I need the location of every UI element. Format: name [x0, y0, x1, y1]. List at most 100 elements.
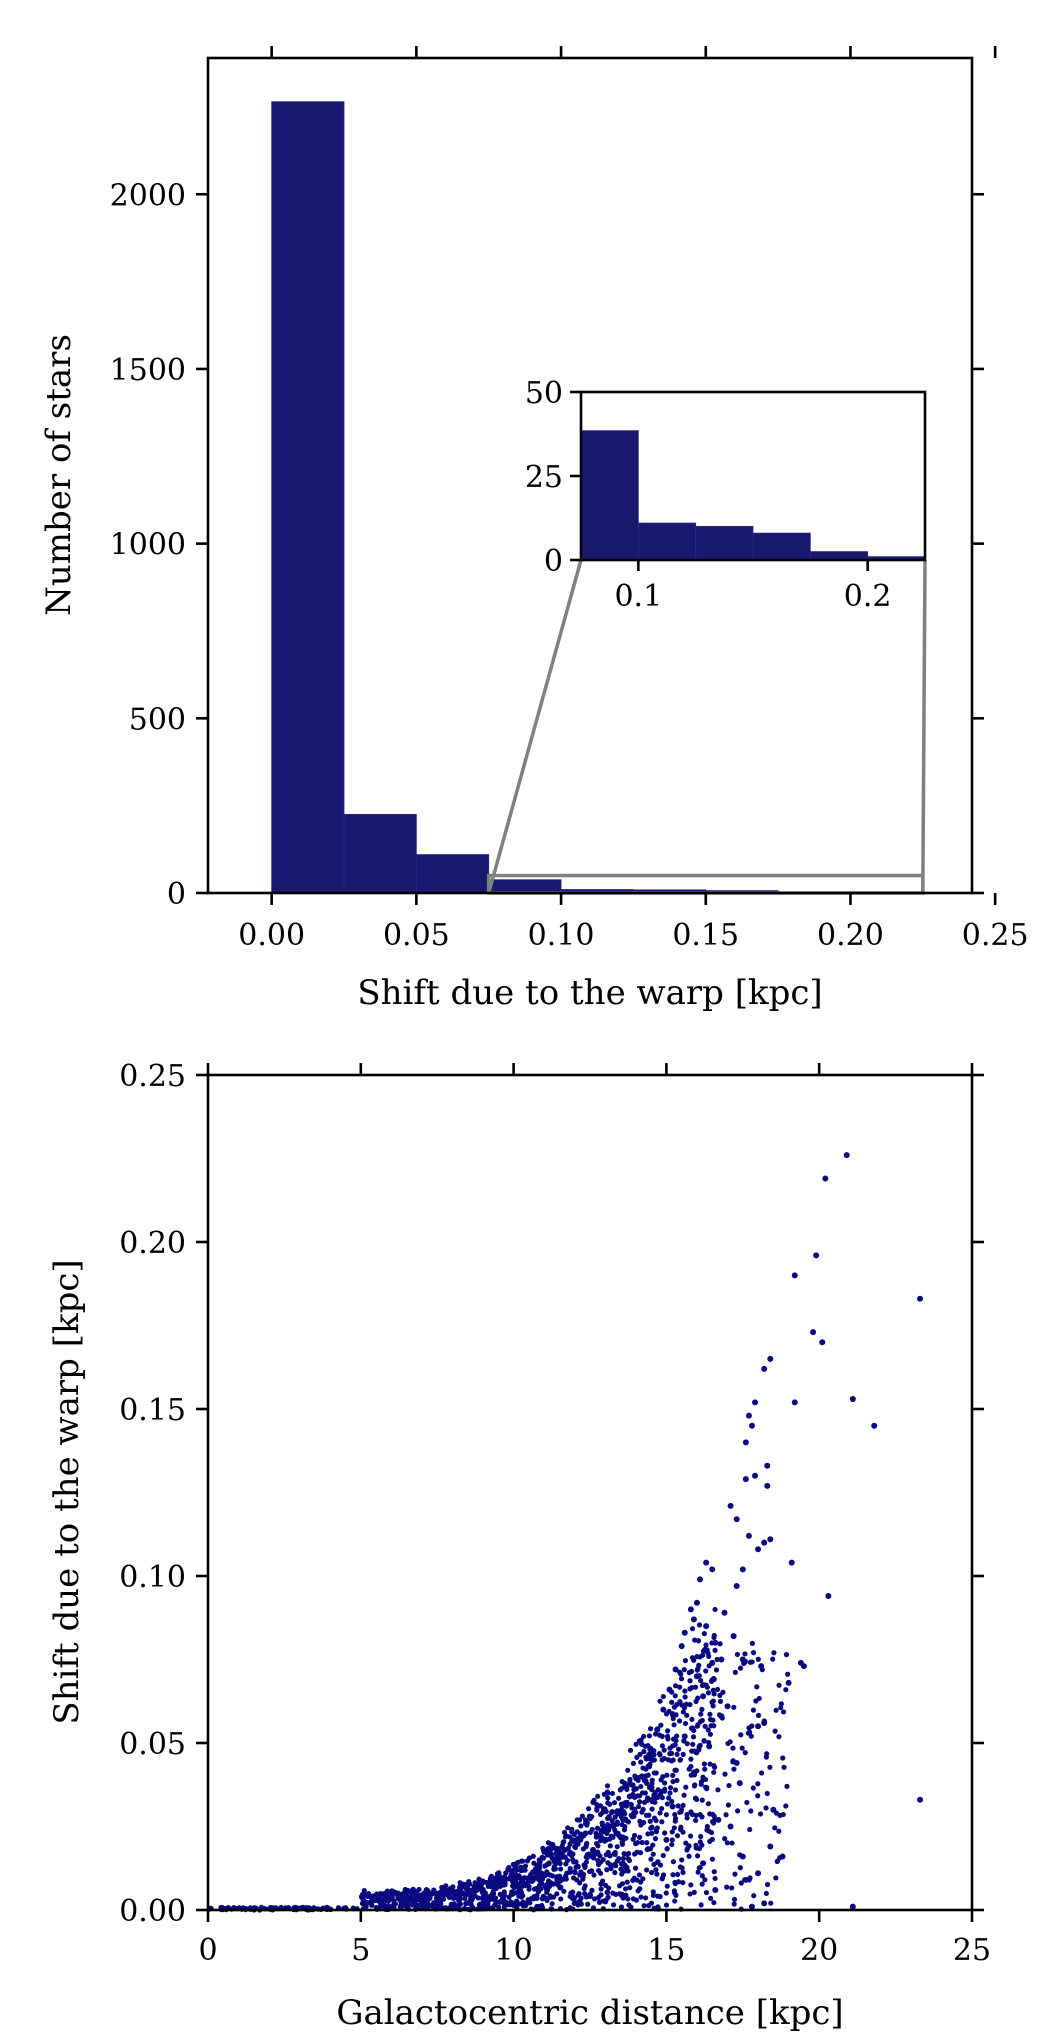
scatter-point [659, 1743, 665, 1749]
scatter-point [625, 1896, 631, 1902]
scatter-point [822, 1175, 829, 1182]
scatter-point [551, 1894, 557, 1900]
scatter-point [672, 1742, 678, 1748]
scatter-point [633, 1786, 639, 1792]
scatter-point [587, 1892, 594, 1898]
scatter-point [763, 1805, 769, 1811]
scatter-point [636, 1738, 642, 1744]
scatter-point [696, 1673, 702, 1679]
scatter-point [704, 1827, 710, 1833]
scatter-point [548, 1846, 554, 1852]
scatter-point [750, 1650, 757, 1656]
scatter-point [622, 1886, 629, 1892]
x-tick-label: 0.15 [672, 918, 739, 953]
scatter-point [490, 1880, 496, 1887]
scatter-point [602, 1899, 609, 1905]
scatter-point [788, 1559, 795, 1566]
scatter-point [702, 1877, 708, 1883]
scatter-point [598, 1892, 604, 1898]
scatter-point [730, 1633, 737, 1640]
scatter-point [292, 1904, 298, 1910]
scatter-point [708, 1723, 714, 1729]
zoom-connector-line [487, 559, 583, 894]
scatter-point [681, 1738, 687, 1744]
scatter-point [755, 1656, 761, 1662]
scatter-point [555, 1850, 562, 1856]
scatter-point [582, 1820, 589, 1827]
scatter-point [682, 1688, 688, 1694]
scatter-point [605, 1894, 611, 1900]
scatter-frame [206, 1073, 974, 1912]
scatter-point [652, 1836, 659, 1842]
scatter-point [698, 1711, 704, 1717]
scatter-point [409, 1902, 415, 1908]
scatter-point [582, 1817, 589, 1823]
scatter-point [629, 1814, 635, 1820]
scatter-point [664, 1772, 670, 1778]
scatter-point [710, 1703, 716, 1709]
scatter-point [687, 1606, 694, 1613]
scatter-point [448, 1901, 455, 1907]
scatter-point [583, 1854, 589, 1860]
scatter-point [657, 1862, 664, 1868]
scatter-point [607, 1862, 613, 1868]
scatter-point [689, 1626, 696, 1632]
histogram-bar [343, 813, 417, 894]
scatter-point [498, 1878, 504, 1884]
y-tick-label: 0 [167, 877, 186, 912]
scatter-point [609, 1790, 616, 1797]
scatter-point [662, 1786, 668, 1792]
scatter-point [457, 1896, 463, 1902]
scatter-point [746, 1877, 752, 1883]
scatter-point [652, 1731, 659, 1737]
scatter-point [738, 1880, 744, 1886]
x-tick-label: 0.25 [962, 918, 1029, 953]
x-tick-label: 20 [800, 1933, 838, 1968]
scatter-point [466, 1899, 472, 1905]
scatter-point [670, 1757, 676, 1763]
scatter-point [643, 1812, 650, 1818]
scatter-point [750, 1707, 757, 1713]
scatter-point [770, 1656, 776, 1662]
scatter-point [554, 1876, 560, 1883]
scatter-point [700, 1693, 707, 1700]
scatter-point [638, 1759, 644, 1765]
scatter-point [641, 1748, 647, 1755]
scatter-point [671, 1890, 678, 1896]
scatter-point [726, 1782, 732, 1789]
scatter-point [364, 1899, 370, 1906]
scatter-point [495, 1904, 502, 1910]
scatter-point [691, 1657, 697, 1663]
y-tick-label: 0.20 [119, 1226, 186, 1261]
scatter-point [703, 1559, 710, 1566]
scatter-point [560, 1839, 566, 1845]
scatter-point [644, 1840, 650, 1846]
scatter-point [494, 1871, 501, 1877]
scatter-point [737, 1852, 743, 1858]
scatter-point [691, 1889, 697, 1895]
scatter-point [632, 1865, 639, 1871]
scatter-point [647, 1726, 654, 1732]
scatter-point [700, 1774, 706, 1780]
scatter-point [764, 1462, 771, 1469]
scatter-point [737, 1865, 743, 1871]
y-tick-label: 0.00 [119, 1894, 186, 1929]
scatter-point [594, 1825, 601, 1831]
scatter-point [533, 1871, 540, 1877]
x-tick-label: 0.00 [238, 918, 305, 953]
scatter-point [632, 1794, 638, 1800]
scatter-point [711, 1632, 717, 1639]
scatter-point [596, 1867, 602, 1874]
scatter-point [544, 1849, 550, 1856]
scatter-point [733, 1516, 740, 1523]
scatter-point [658, 1777, 664, 1783]
scatter-point [722, 1771, 728, 1777]
scatter-point [515, 1885, 522, 1891]
scatter-point [711, 1869, 717, 1875]
scatter-point [672, 1683, 679, 1689]
scatter-point [490, 1890, 497, 1897]
scatter-point [706, 1663, 712, 1669]
scatter-panel: 0 5 10 15 20 25 0.00 0.05 0.10 0.15 0.20 0.25 Gala… [47, 1059, 991, 2033]
scatter-point [621, 1784, 628, 1790]
scatter-point [704, 1786, 710, 1792]
